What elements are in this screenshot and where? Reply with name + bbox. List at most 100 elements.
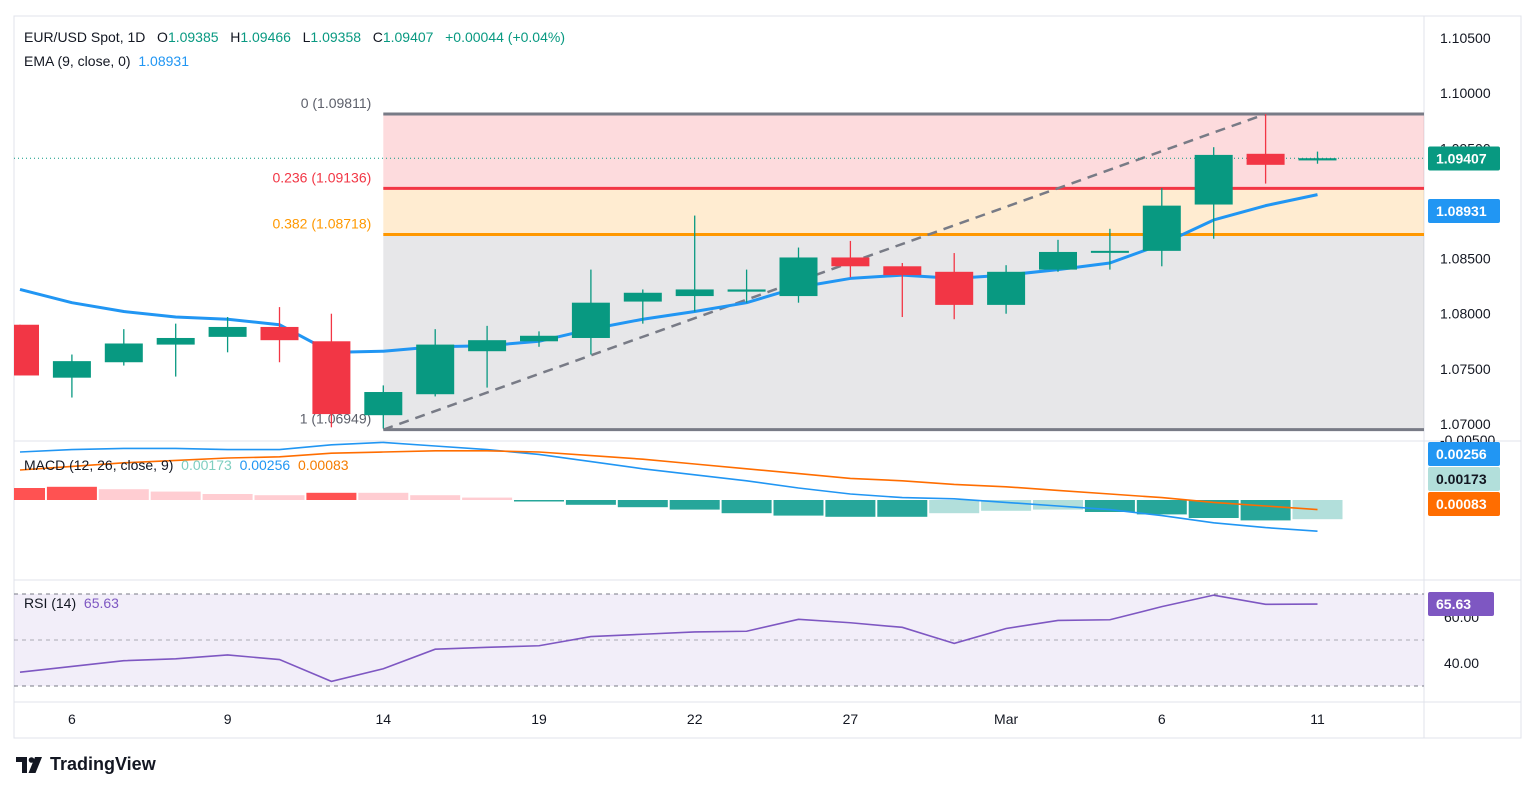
rsi-value: 65.63: [83, 595, 119, 611]
macd-histogram-bar: [877, 500, 928, 517]
candle-body: [156, 337, 195, 345]
candle-body: [14, 324, 39, 376]
rsi-badge-label: 65.63: [1436, 596, 1471, 612]
macd-axis-badge: [1428, 442, 1500, 466]
candle-body: [1298, 158, 1337, 161]
time-axis-tick: 6: [68, 711, 76, 727]
time-axis-tick: 22: [687, 711, 703, 727]
chart-frame: [13, 15, 1522, 739]
low-label: L: [302, 29, 311, 45]
macd-line-value: 0.00256: [239, 457, 291, 473]
macd-histogram-bar: [1240, 500, 1291, 521]
ema-line: [19, 193, 1318, 354]
high-value: 1.09466: [240, 29, 291, 45]
candle-body: [571, 302, 610, 338]
macd-histogram-bar: [981, 500, 1032, 511]
macd-badge-label: 0.00173: [1436, 471, 1487, 487]
macd-histogram-bar: [1188, 500, 1239, 518]
candle-body: [1142, 205, 1181, 251]
fib-trend-line: [382, 112, 1267, 431]
fib-level-0-label: 0 (1.09811): [301, 95, 372, 111]
candle-body: [727, 289, 766, 292]
open-label: O: [157, 29, 168, 45]
macd-signal-line: [19, 449, 1318, 511]
macd-histogram-bar: [617, 500, 668, 508]
candle-body: [468, 340, 507, 352]
macd-histogram-bar: [46, 486, 97, 500]
fib-level-0236-label: 0.236 (1.09136): [272, 169, 371, 185]
price-axis-tick: 1.10000: [1440, 85, 1491, 101]
macd-histogram-bar: [514, 500, 564, 502]
rsi-axis-badge: [1428, 592, 1494, 617]
time-axis-tick: 9: [224, 711, 232, 727]
macd-legend[interactable]: MACD (12, 26, close, 9) 0.00173 0.00256 …: [24, 456, 349, 474]
price-axis-tick: 1.08000: [1440, 306, 1491, 322]
time-axis-tick: 6: [1158, 711, 1166, 727]
macd-axis-badge: [1428, 467, 1500, 491]
candle-body: [260, 326, 299, 341]
candle-body: [104, 343, 143, 363]
price-axis-tick: 1.07000: [1440, 416, 1491, 432]
ema-price-label: 1.08931: [1436, 203, 1487, 219]
macd-hist-value: 0.00173: [181, 457, 232, 473]
macd-histogram-bar: [1033, 500, 1083, 510]
macd-histogram-bar: [358, 492, 409, 500]
candle-body: [1194, 154, 1233, 205]
price-axis-badge: [1428, 199, 1500, 224]
macd-histogram-bar: [462, 497, 513, 500]
macd-histogram-bar: [306, 492, 357, 500]
tradingview-logo[interactable]: TradingView: [16, 754, 156, 775]
high-label: H: [230, 29, 241, 45]
ohlc-legend: EUR/USD Spot, 1D O1.09385 H1.09466 L1.09…: [24, 28, 565, 46]
price-axis-tick: 1.10500: [1440, 30, 1491, 46]
macd-histogram-bar: [1136, 500, 1187, 515]
macd-histogram-bar: [150, 491, 201, 500]
fib-zone-0236-0382: [383, 188, 1424, 235]
time-axis-tick: 27: [843, 711, 859, 727]
candle-body: [520, 335, 558, 342]
candle-body: [883, 266, 922, 276]
macd-histogram-bar: [410, 495, 461, 500]
change-value: +0.00044 (+0.04%): [445, 29, 565, 45]
candle-body: [1246, 153, 1285, 165]
candle-body: [312, 341, 351, 415]
candle-body: [1090, 250, 1129, 253]
candle-body: [779, 257, 818, 297]
macd-histogram-bar: [14, 488, 45, 500]
fib-zone-0-0236: [383, 113, 1424, 189]
candle-body: [987, 271, 1026, 305]
last-price-label: 1.09407: [1436, 151, 1487, 167]
macd-histogram-bar: [98, 489, 149, 500]
symbol-title[interactable]: EUR/USD Spot, 1D: [24, 29, 146, 45]
candle-body: [1039, 251, 1077, 270]
candle-body: [623, 292, 662, 302]
candle-body: [831, 257, 870, 267]
time-axis-tick: 11: [1310, 711, 1325, 727]
fib-level-0382-label: 0.382 (1.08718): [272, 216, 371, 232]
macd-histogram-bar: [565, 500, 616, 505]
rsi-legend[interactable]: RSI (14) 65.63: [24, 594, 119, 612]
candle-body: [935, 271, 974, 305]
macd-line: [19, 441, 1318, 532]
close-value: 1.09407: [382, 29, 434, 45]
close-label: C: [372, 29, 383, 45]
rsi-axis-tick: 40.00: [1444, 655, 1479, 671]
macd-histogram-bar: [825, 500, 876, 517]
price-axis-tick: 1.07500: [1440, 361, 1491, 377]
macd-histogram-bar: [202, 494, 253, 500]
rsi-line: [19, 594, 1318, 683]
candle-body: [52, 361, 91, 378]
fib-level-1-label: 1 (1.06949): [300, 411, 372, 427]
macd-histogram-bar: [773, 500, 824, 516]
candle-body: [208, 326, 247, 337]
price-axis-tick: 1.08500: [1440, 251, 1491, 267]
macd-histogram-bar: [669, 500, 720, 510]
macd-signal-value: 0.00083: [297, 457, 349, 473]
candle-body: [416, 344, 455, 395]
macd-histogram-bar: [254, 495, 305, 500]
macd-axis-badge: [1428, 492, 1500, 516]
ema-legend[interactable]: EMA (9, close, 0) 1.08931: [24, 52, 189, 70]
ema-label: EMA (9, close, 0): [24, 53, 131, 69]
